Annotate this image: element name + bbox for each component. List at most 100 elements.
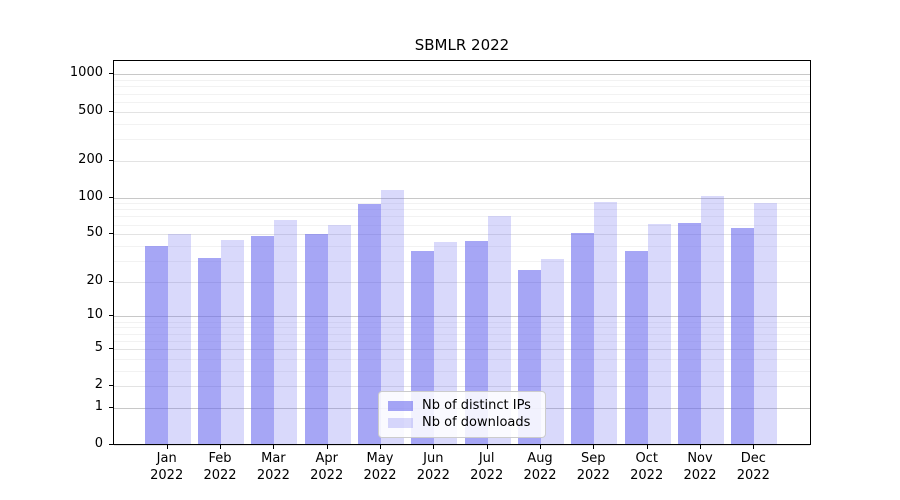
gridline-minor	[114, 101, 810, 103]
bar-distinct-ips	[624, 251, 648, 444]
y-tick-label: 1000	[69, 65, 103, 81]
gridline-minor	[114, 224, 810, 226]
x-tick-label: Jul 2022	[470, 451, 504, 483]
bar-downloads	[167, 234, 191, 444]
gridline-minor	[114, 86, 810, 88]
gridline-minor	[114, 370, 810, 372]
x-tick-label: Sep 2022	[576, 451, 610, 483]
gridline-minor	[114, 245, 810, 247]
bar-downloads	[647, 223, 671, 444]
gridline-minor	[114, 138, 810, 140]
x-tick-mark	[593, 445, 595, 449]
x-tick-mark	[326, 445, 328, 449]
y-tick-mark	[109, 347, 113, 349]
x-tick-label: Aug 2022	[523, 451, 557, 483]
bar-downloads	[274, 219, 298, 444]
gridline-minor	[114, 203, 810, 205]
chart-title: SBMLR 2022	[414, 36, 510, 54]
gridline-minor	[114, 216, 810, 218]
x-tick-mark	[433, 445, 435, 449]
x-tick-label: Apr 2022	[310, 451, 344, 483]
y-tick-label: 100	[78, 188, 103, 204]
x-tick-label: Nov 2022	[683, 451, 717, 483]
legend-swatch-downloads	[388, 417, 413, 428]
x-tick-mark	[753, 445, 755, 449]
y-tick-label: 5	[94, 339, 103, 355]
bar-downloads	[487, 216, 511, 444]
x-tick-label: Feb 2022	[203, 451, 237, 483]
gridline-major	[114, 316, 810, 318]
gridline-minor	[114, 260, 810, 262]
plot-area	[113, 60, 811, 446]
gridline-major	[114, 74, 810, 76]
bar-distinct-ips	[571, 233, 595, 444]
bar-distinct-ips	[144, 245, 168, 444]
y-tick-label: 20	[86, 272, 103, 288]
bar-downloads	[381, 190, 404, 444]
y-tick-mark	[109, 315, 113, 317]
bar-distinct-ips	[678, 222, 701, 444]
gridline-major	[114, 386, 810, 388]
gridline-minor	[114, 340, 810, 342]
bar-downloads	[541, 259, 564, 444]
gridline-major	[114, 197, 810, 199]
x-tick-mark	[220, 445, 221, 449]
y-tick-mark	[109, 406, 113, 408]
legend-item-distinct-ips: Nb of distinct IPs	[388, 397, 536, 414]
bar-distinct-ips	[304, 234, 328, 444]
y-tick-mark	[109, 110, 113, 112]
gridline-minor	[114, 358, 810, 360]
y-tick-label: 500	[78, 102, 103, 118]
y-tick-label: 1	[94, 398, 103, 414]
y-tick-label: 200	[78, 151, 103, 167]
bar-downloads	[754, 202, 778, 444]
y-tick-mark	[109, 159, 113, 161]
y-tick-mark	[109, 73, 113, 75]
gridline-major	[114, 111, 810, 113]
legend-label-distinct-ips: Nb of distinct IPs	[422, 398, 531, 413]
bar-downloads	[327, 224, 351, 444]
bar-distinct-ips	[251, 236, 275, 444]
x-tick-mark	[166, 445, 168, 449]
y-tick-label: 10	[86, 307, 103, 323]
y-tick-mark	[109, 385, 113, 387]
x-tick-mark	[380, 445, 381, 449]
gridline-major	[114, 234, 810, 236]
y-tick-label: 50	[86, 225, 103, 241]
bar-distinct-ips	[198, 257, 221, 444]
legend-swatch-distinct-ips	[388, 400, 413, 411]
x-tick-label: Jun 2022	[416, 451, 450, 483]
gridline-minor	[114, 321, 810, 323]
y-tick-label: 2	[94, 377, 103, 393]
y-tick-label: 0	[94, 436, 103, 451]
x-tick-mark	[540, 445, 541, 449]
gridline-major	[114, 281, 810, 283]
gridline-major	[114, 160, 810, 162]
bar-downloads	[221, 239, 244, 444]
bar-distinct-ips	[731, 228, 755, 444]
x-tick-mark	[273, 445, 275, 449]
gridline-minor	[114, 80, 810, 82]
gridline-minor	[114, 123, 810, 125]
bar-distinct-ips	[358, 204, 381, 444]
bar-downloads	[594, 201, 618, 444]
x-tick-mark	[700, 445, 701, 449]
gridline-minor	[114, 333, 810, 335]
y-tick-mark	[109, 280, 113, 282]
gridline-major	[114, 348, 810, 350]
y-tick-mark	[109, 196, 113, 198]
x-tick-mark	[486, 445, 488, 449]
y-tick-mark	[109, 444, 113, 445]
x-tick-label: Mar 2022	[256, 451, 290, 483]
gridline-minor	[114, 93, 810, 95]
gridline-major	[114, 445, 810, 446]
x-tick-label: Oct 2022	[630, 451, 664, 483]
gridline-minor	[114, 327, 810, 329]
legend: Nb of distinct IPs Nb of downloads	[378, 391, 546, 438]
x-tick-label: Dec 2022	[736, 451, 770, 483]
legend-label-downloads: Nb of downloads	[422, 415, 531, 430]
y-tick-mark	[109, 233, 113, 235]
gridline-minor	[114, 209, 810, 211]
x-tick-label: May 2022	[363, 451, 397, 483]
